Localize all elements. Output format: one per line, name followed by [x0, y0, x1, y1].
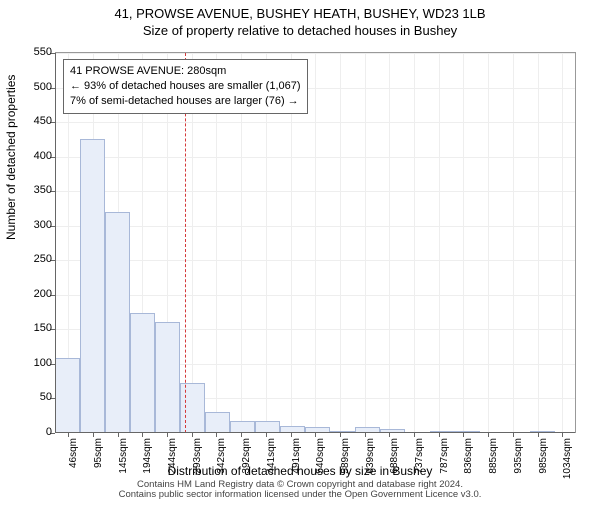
xtick-mark [315, 433, 316, 437]
xtick-label: 46sqm [68, 438, 79, 498]
xtick-mark [216, 433, 217, 437]
xtick-mark [439, 433, 440, 437]
xtick-mark [365, 433, 366, 437]
xtick-mark [538, 433, 539, 437]
xtick-mark [167, 433, 168, 437]
gridline-v [562, 53, 563, 433]
info-box-line: ← 93% of detached houses are smaller (1,… [70, 79, 301, 94]
ytick-label: 150 [12, 322, 52, 334]
gridline-v [340, 53, 341, 433]
page-subtitle: Size of property relative to detached ho… [0, 23, 600, 38]
xtick-label: 589sqm [340, 438, 351, 498]
xtick-label: 985sqm [538, 438, 549, 498]
xtick-mark [192, 433, 193, 437]
ytick-label: 350 [12, 184, 52, 196]
xtick-label: 145sqm [118, 438, 129, 498]
ytick-label: 0 [12, 426, 52, 438]
gridline-v [389, 53, 390, 433]
histogram-bar [55, 358, 80, 433]
xtick-mark [513, 433, 514, 437]
ytick-label: 200 [12, 288, 52, 300]
xtick-label: 1034sqm [562, 438, 573, 498]
xtick-mark [340, 433, 341, 437]
xtick-label: 688sqm [389, 438, 400, 498]
xtick-mark [93, 433, 94, 437]
xtick-label: 491sqm [291, 438, 302, 498]
y-axis [55, 53, 56, 433]
xtick-label: 935sqm [513, 438, 524, 498]
histogram-bar [180, 383, 205, 433]
xtick-mark [414, 433, 415, 437]
histogram-bar [130, 313, 155, 433]
xtick-mark [389, 433, 390, 437]
xtick-mark [266, 433, 267, 437]
histogram-bar [105, 212, 130, 433]
xtick-mark [463, 433, 464, 437]
xtick-label: 787sqm [439, 438, 450, 498]
histogram-bar [155, 322, 180, 433]
gridline-v [538, 53, 539, 433]
info-box: 41 PROWSE AVENUE: 280sqm← 93% of detache… [63, 59, 308, 114]
xtick-label: 392sqm [241, 438, 252, 498]
histogram-bar [205, 412, 230, 433]
gridline-v [315, 53, 316, 433]
info-box-line: 41 PROWSE AVENUE: 280sqm [70, 64, 301, 79]
gridline-v [439, 53, 440, 433]
xtick-label: 540sqm [315, 438, 326, 498]
gridline-v [414, 53, 415, 433]
ytick-label: 250 [12, 253, 52, 265]
ytick-label: 500 [12, 81, 52, 93]
histogram-bar [80, 139, 105, 433]
page-title: 41, PROWSE AVENUE, BUSHEY HEATH, BUSHEY,… [0, 6, 600, 21]
xtick-mark [562, 433, 563, 437]
gridline-v [365, 53, 366, 433]
xtick-label: 342sqm [216, 438, 227, 498]
x-axis [55, 432, 575, 433]
xtick-mark [241, 433, 242, 437]
ytick-label: 300 [12, 219, 52, 231]
xtick-label: 441sqm [266, 438, 277, 498]
histogram-chart: 41 PROWSE AVENUE: 280sqm← 93% of detache… [55, 52, 576, 433]
xtick-label: 737sqm [414, 438, 425, 498]
ytick-label: 450 [12, 115, 52, 127]
xtick-label: 836sqm [463, 438, 474, 498]
xtick-label: 95sqm [93, 438, 104, 498]
xtick-mark [118, 433, 119, 437]
xtick-label: 293sqm [192, 438, 203, 498]
xtick-label: 885sqm [488, 438, 499, 498]
xtick-label: 194sqm [142, 438, 153, 498]
gridline-v [488, 53, 489, 433]
ytick-label: 100 [12, 357, 52, 369]
gridline-v [513, 53, 514, 433]
xtick-mark [488, 433, 489, 437]
xtick-mark [291, 433, 292, 437]
ytick-label: 50 [12, 391, 52, 403]
xtick-label: 639sqm [365, 438, 376, 498]
gridline-v [463, 53, 464, 433]
ytick-label: 550 [12, 46, 52, 58]
info-box-line: 7% of semi-detached houses are larger (7… [70, 94, 301, 109]
xtick-mark [142, 433, 143, 437]
xtick-mark [68, 433, 69, 437]
xtick-label: 244sqm [167, 438, 178, 498]
ytick-label: 400 [12, 150, 52, 162]
